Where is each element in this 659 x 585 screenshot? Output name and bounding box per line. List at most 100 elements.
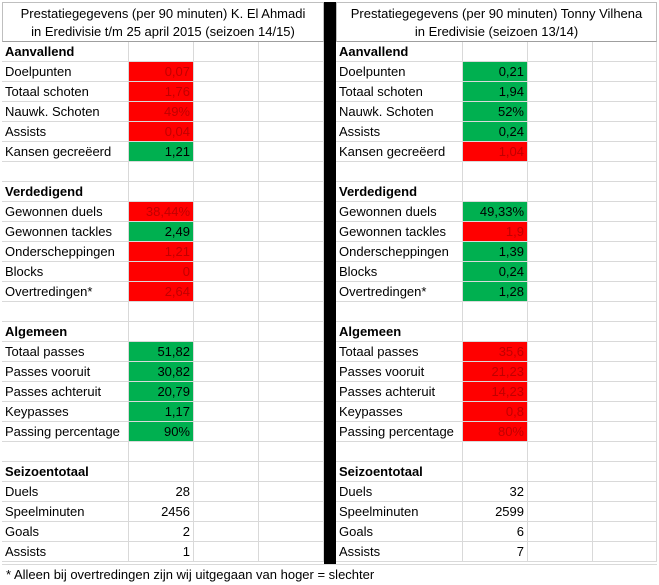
empty-cell[interactable] <box>593 102 657 122</box>
section-title[interactable]: Aanvallend <box>336 42 463 62</box>
empty-cell[interactable] <box>194 202 259 222</box>
empty-cell[interactable] <box>194 522 259 542</box>
stat-value[interactable]: 20,79 <box>129 382 194 402</box>
stat-label[interactable]: Speelminuten <box>336 502 463 522</box>
empty-cell[interactable] <box>593 282 657 302</box>
empty-cell[interactable] <box>463 322 528 342</box>
stat-value[interactable]: 1,39 <box>463 242 528 262</box>
empty-cell[interactable] <box>593 542 657 562</box>
empty-cell[interactable] <box>259 242 324 262</box>
stat-value[interactable]: 30,82 <box>129 362 194 382</box>
empty-cell[interactable] <box>593 322 657 342</box>
empty-cell[interactable] <box>194 82 259 102</box>
section-title[interactable]: Algemeen <box>336 322 463 342</box>
stat-value[interactable]: 1,21 <box>129 142 194 162</box>
empty-cell[interactable] <box>336 162 463 182</box>
empty-cell[interactable] <box>336 302 463 322</box>
empty-cell[interactable] <box>463 42 528 62</box>
empty-cell[interactable] <box>528 402 593 422</box>
empty-cell[interactable] <box>259 122 324 142</box>
stat-label[interactable]: Passes vooruit <box>336 362 463 382</box>
stat-label[interactable]: Goals <box>336 522 463 542</box>
empty-cell[interactable] <box>259 102 324 122</box>
section-title[interactable]: Verdedigend <box>2 182 129 202</box>
empty-cell[interactable] <box>593 162 657 182</box>
empty-cell[interactable] <box>593 82 657 102</box>
empty-cell[interactable] <box>129 302 194 322</box>
empty-cell[interactable] <box>528 382 593 402</box>
stat-label[interactable]: Gewonnen tackles <box>2 222 129 242</box>
stat-value[interactable]: 35,6 <box>463 342 528 362</box>
stat-label[interactable]: Assists <box>336 542 463 562</box>
stat-value[interactable]: 28 <box>129 482 194 502</box>
empty-cell[interactable] <box>593 242 657 262</box>
stat-label[interactable]: Gewonnen tackles <box>336 222 463 242</box>
empty-cell[interactable] <box>259 142 324 162</box>
empty-cell[interactable] <box>593 462 657 482</box>
stat-label[interactable]: Goals <box>2 522 129 542</box>
stat-label[interactable]: Doelpunten <box>336 62 463 82</box>
stat-label[interactable]: Keypasses <box>336 402 463 422</box>
empty-cell[interactable] <box>528 242 593 262</box>
empty-cell[interactable] <box>259 382 324 402</box>
empty-cell[interactable] <box>528 422 593 442</box>
stat-value[interactable]: 0,21 <box>463 62 528 82</box>
stat-value[interactable]: 1 <box>129 542 194 562</box>
stat-value[interactable]: 80% <box>463 422 528 442</box>
empty-cell[interactable] <box>259 82 324 102</box>
empty-cell[interactable] <box>593 142 657 162</box>
stat-value[interactable]: 0,07 <box>129 62 194 82</box>
empty-cell[interactable] <box>259 282 324 302</box>
empty-cell[interactable] <box>528 222 593 242</box>
stat-label[interactable]: Assists <box>2 122 129 142</box>
empty-cell[interactable] <box>194 162 259 182</box>
empty-cell[interactable] <box>2 442 129 462</box>
stat-value[interactable]: 1,94 <box>463 82 528 102</box>
empty-cell[interactable] <box>463 462 528 482</box>
empty-cell[interactable] <box>194 182 259 202</box>
empty-cell[interactable] <box>194 462 259 482</box>
stat-value[interactable]: 0 <box>129 262 194 282</box>
empty-cell[interactable] <box>528 322 593 342</box>
empty-cell[interactable] <box>463 302 528 322</box>
empty-cell[interactable] <box>194 42 259 62</box>
stat-label[interactable]: Assists <box>336 122 463 142</box>
empty-cell[interactable] <box>528 462 593 482</box>
empty-cell[interactable] <box>129 322 194 342</box>
stat-label[interactable]: Gewonnen duels <box>2 202 129 222</box>
footnote[interactable]: * Alleen bij overtredingen zijn wij uitg… <box>2 564 657 584</box>
stat-value[interactable]: 21,23 <box>463 362 528 382</box>
empty-cell[interactable] <box>528 62 593 82</box>
empty-cell[interactable] <box>194 442 259 462</box>
empty-cell[interactable] <box>129 182 194 202</box>
stat-label[interactable]: Totaal schoten <box>2 82 129 102</box>
empty-cell[interactable] <box>528 542 593 562</box>
left-panel-header[interactable]: Prestatiegegevens (per 90 minuten) K. El… <box>2 2 324 42</box>
empty-cell[interactable] <box>593 422 657 442</box>
stat-value[interactable]: 0,8 <box>463 402 528 422</box>
empty-cell[interactable] <box>336 442 463 462</box>
empty-cell[interactable] <box>593 302 657 322</box>
empty-cell[interactable] <box>528 522 593 542</box>
empty-cell[interactable] <box>129 442 194 462</box>
stat-label[interactable]: Gewonnen duels <box>336 202 463 222</box>
stat-value[interactable]: 49% <box>129 102 194 122</box>
empty-cell[interactable] <box>259 262 324 282</box>
stat-value[interactable]: 38,44% <box>129 202 194 222</box>
empty-cell[interactable] <box>528 162 593 182</box>
stat-value[interactable]: 32 <box>463 482 528 502</box>
stat-label[interactable]: Duels <box>336 482 463 502</box>
stat-label[interactable]: Onderscheppingen <box>2 242 129 262</box>
stat-label[interactable]: Blocks <box>336 262 463 282</box>
stat-value[interactable]: 6 <box>463 522 528 542</box>
empty-cell[interactable] <box>129 42 194 62</box>
empty-cell[interactable] <box>194 242 259 262</box>
empty-cell[interactable] <box>194 322 259 342</box>
section-title[interactable]: Aanvallend <box>2 42 129 62</box>
stat-label[interactable]: Totaal passes <box>2 342 129 362</box>
empty-cell[interactable] <box>259 182 324 202</box>
empty-cell[interactable] <box>528 342 593 362</box>
empty-cell[interactable] <box>528 482 593 502</box>
empty-cell[interactable] <box>463 442 528 462</box>
empty-cell[interactable] <box>463 182 528 202</box>
